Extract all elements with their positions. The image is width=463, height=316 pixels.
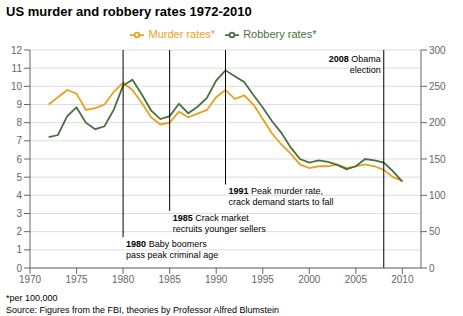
svg-text:1991 Peak murder rate,: 1991 Peak murder rate, [229, 186, 324, 196]
svg-text:1990: 1990 [205, 274, 228, 285]
svg-text:0: 0 [429, 263, 435, 274]
svg-text:1970: 1970 [19, 274, 42, 285]
svg-text:2010: 2010 [391, 274, 414, 285]
svg-text:2008 Obama: 2008 Obama [329, 54, 381, 64]
svg-text:1: 1 [16, 244, 22, 255]
svg-text:crack demand starts to fall: crack demand starts to fall [229, 197, 334, 207]
svg-text:0: 0 [16, 263, 22, 274]
html-text:Source: Figures from the FBI,: Source: Figures from the FBI, theories b… [6, 305, 280, 315]
svg-text:1980: 1980 [112, 274, 135, 285]
svg-text:200: 200 [429, 117, 446, 128]
svg-text:pass peak criminal age: pass peak criminal age [126, 250, 218, 260]
svg-text:2005: 2005 [345, 274, 368, 285]
svg-text:11: 11 [12, 63, 23, 74]
svg-text:2000: 2000 [298, 274, 321, 285]
svg-text:100: 100 [429, 190, 446, 201]
html-text:*per 100,000: *per 100,000 [6, 293, 58, 303]
svg-text:12: 12 [11, 45, 23, 56]
svg-text:9: 9 [16, 99, 22, 110]
svg-text:election: election [350, 65, 381, 75]
svg-text:250: 250 [429, 81, 446, 92]
svg-text:1975: 1975 [65, 274, 88, 285]
svg-text:recruits younger sellers: recruits younger sellers [173, 224, 267, 234]
svg-text:5: 5 [16, 172, 22, 183]
svg-text:6: 6 [16, 154, 22, 165]
svg-text:300: 300 [429, 45, 446, 56]
svg-text:1985: 1985 [159, 274, 182, 285]
svg-text:4: 4 [16, 190, 22, 201]
svg-text:8: 8 [16, 117, 22, 128]
svg-text:1995: 1995 [252, 274, 275, 285]
html-text:Murder rates*: Murder rates* [148, 28, 216, 40]
svg-text:3: 3 [16, 208, 22, 219]
svg-text:150: 150 [429, 154, 446, 165]
svg-text:50: 50 [429, 226, 441, 237]
html-text:US murder and robbery rates 19: US murder and robbery rates 1972-2010 [6, 4, 252, 19]
svg-text:2: 2 [16, 226, 22, 237]
svg-text:1980 Baby boomers: 1980 Baby boomers [126, 239, 207, 249]
html-text:Robbery rates*: Robbery rates* [243, 28, 317, 40]
svg-text:7: 7 [16, 135, 22, 146]
svg-text:10: 10 [11, 81, 23, 92]
svg-text:1985 Crack market: 1985 Crack market [173, 213, 250, 223]
